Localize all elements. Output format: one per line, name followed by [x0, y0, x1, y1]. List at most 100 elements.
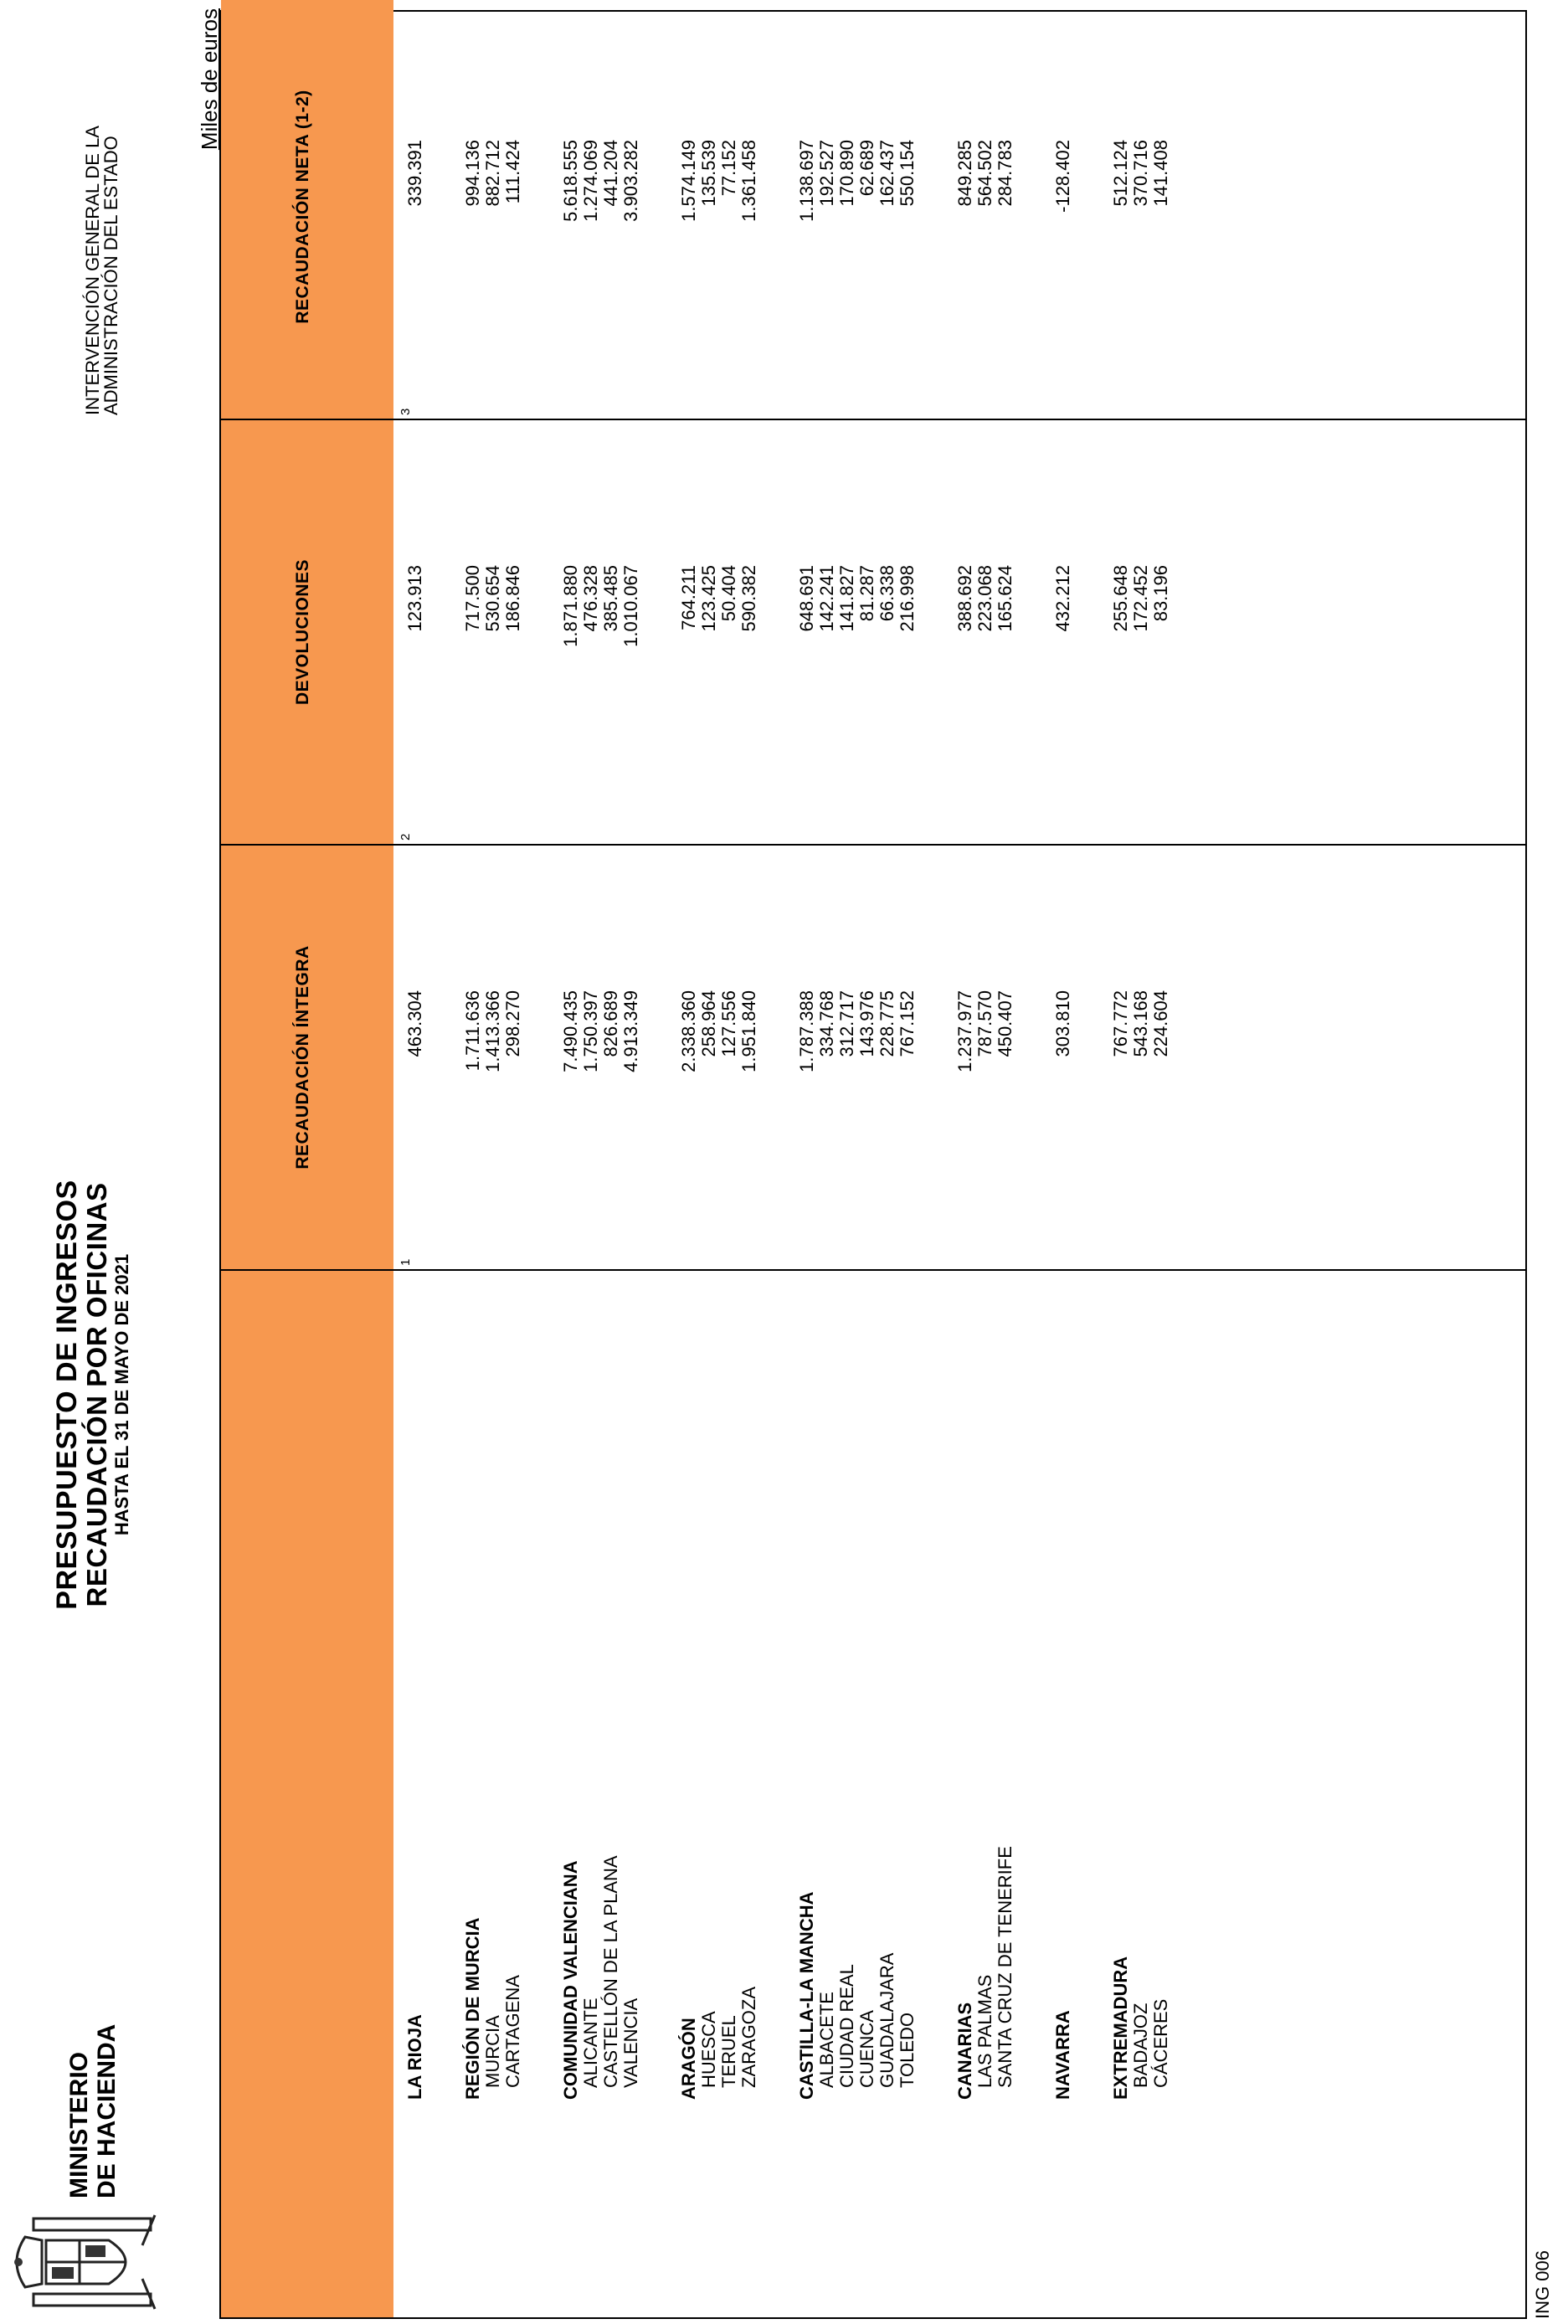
header-cell-office: [221, 1271, 393, 2317]
office-name: VALENCIA: [620, 1998, 641, 2088]
region-name: LA RIOJA: [404, 2014, 425, 2100]
net-value: 77.152: [718, 140, 739, 197]
refunds-value: 255.648: [1110, 565, 1131, 632]
region-name: ARAGÓN: [678, 2018, 699, 2100]
office-name: CARTAGENA: [502, 1975, 523, 2088]
office-name: ZARAGOZA: [738, 1986, 759, 2088]
office-name: CIUDAD REAL: [836, 1964, 857, 2088]
header-cell-net: RECAUDACIÓN NETA (1-2): [221, 0, 393, 420]
net-value: 564.502: [974, 140, 995, 207]
office-name: BADAJOZ: [1130, 2003, 1151, 2088]
document-code: ING 006: [1532, 2250, 1553, 2319]
table-row-office: CUENCA 143.976 81.287 62.689: [856, 12, 877, 2317]
header-cell-gross: RECAUDACIÓN ÍNTEGRA: [221, 846, 393, 1271]
net-value: 441.204: [600, 140, 621, 207]
net-value: 512.124: [1110, 140, 1131, 207]
table-row-region: COMUNIDAD VALENCIANA 7.490.435 1.871.880 5.…: [560, 12, 581, 2317]
office-name: TOLEDO: [897, 2012, 918, 2088]
table-row-office: GUADALAJARA 228.775 66.338 162.437: [877, 12, 897, 2317]
table-row-office: CIUDAD REAL 312.717 141.827 170.890: [836, 12, 857, 2317]
net-value: 550.154: [897, 140, 918, 207]
column-header-net: RECAUDACIÓN NETA (1-2): [293, 90, 312, 324]
row-group: EXTREMADURA 767.772 255.648 512.124 BADAJOZ 5…: [1110, 12, 1171, 2317]
net-value: 284.783: [995, 140, 1015, 207]
table-row-region: EXTREMADURA 767.772 255.648 512.124: [1110, 12, 1131, 2317]
gross-value: 143.976: [856, 990, 877, 1057]
gross-value: 228.775: [877, 990, 897, 1057]
table-row-office: LAS PALMAS 787.570 223.068 564.502: [974, 12, 995, 2317]
region-name: COMUNIDAD VALENCIANA: [560, 1860, 581, 2100]
refunds-value: 1.010.067: [620, 565, 641, 647]
office-name: LAS PALMAS: [974, 1974, 995, 2088]
row-group: CANARIAS 1.237.977 388.692 849.285 LAS PALMA…: [954, 12, 1015, 2317]
refunds-value: 50.404: [718, 565, 739, 622]
gross-value: 450.407: [995, 990, 1015, 1057]
row-group: NAVARRA 303.810 432.212 -128.402: [1052, 12, 1073, 2317]
refunds-value: 590.382: [738, 565, 759, 632]
ministry-line-1: MINISTERIO: [65, 2051, 93, 2198]
net-value: 882.712: [482, 140, 503, 207]
refunds-value: 186.846: [502, 565, 523, 632]
office-name: TERUEL: [718, 2015, 739, 2088]
net-value: -128.402: [1052, 140, 1073, 213]
table-row-office: ALICANTE 1.750.397 476.328 1.274.069: [580, 12, 601, 2317]
office-name: HUESCA: [698, 2011, 719, 2088]
gross-value: 1.951.840: [738, 990, 759, 1072]
table-row-office: MURCIA 1.413.366 530.654 882.712: [482, 12, 503, 2317]
table-row-office: ALBACETE 334.768 142.241 192.527: [816, 12, 837, 2317]
region-name: EXTREMADURA: [1110, 1956, 1131, 2100]
gross-value: 258.964: [698, 990, 719, 1057]
office-name: MURCIA: [482, 2015, 503, 2088]
table-row-region: CANARIAS 1.237.977 388.692 849.285: [954, 12, 975, 2317]
row-group: REGIÓN DE MURCIA 1.711.636 717.500 994.136 M…: [462, 12, 523, 2317]
gross-value: 312.717: [836, 990, 857, 1057]
office-name: SANTA CRUZ DE TENERIFE: [995, 1846, 1015, 2088]
refunds-value: 123.425: [698, 565, 719, 632]
refunds-value: 66.338: [877, 565, 897, 622]
report-subtitle: RECAUDACIÓN POR OFICINAS: [81, 1182, 112, 1607]
office-name: ALBACETE: [816, 1992, 837, 2088]
revenue-table: RECAUDACIÓN ÍNTEGRA DEVOLUCIONES RECAUDA…: [219, 0, 1527, 2319]
net-value: 170.890: [836, 140, 857, 207]
refunds-value: 216.998: [897, 565, 918, 632]
gross-value: 543.168: [1130, 990, 1151, 1057]
table-row-office: HUESCA 258.964 123.425 135.539: [698, 12, 719, 2317]
office-name: CÁCERES: [1150, 1998, 1171, 2088]
gross-value: 463.304: [404, 990, 425, 1057]
report-title: PRESUPUESTO DE INGRESOS: [51, 1180, 83, 1610]
refunds-value: 476.328: [580, 565, 601, 632]
net-value: 1.361.458: [738, 140, 759, 222]
column-header-gross: RECAUDACIÓN ÍNTEGRA: [293, 945, 312, 1170]
refunds-value: 1.871.880: [560, 565, 581, 647]
row-group: COMUNIDAD VALENCIANA 7.490.435 1.871.880 5.…: [560, 12, 641, 2317]
gross-value: 1.787.388: [796, 990, 817, 1072]
refunds-value: 530.654: [482, 565, 503, 632]
table-row-office: TOLEDO 767.152 216.998 550.154: [897, 12, 918, 2317]
row-group: CASTILLA-LA MANCHA 1.787.388 648.691 1.138.…: [796, 12, 918, 2317]
net-value: 162.437: [877, 140, 897, 207]
gross-value: 334.768: [816, 990, 837, 1057]
gross-value: 826.689: [600, 990, 621, 1057]
refunds-value: 764.211: [678, 565, 699, 630]
header-cell-refunds: DEVOLUCIONES: [221, 420, 393, 846]
refunds-value: 648.691: [796, 565, 817, 632]
net-value: 3.903.282: [620, 140, 641, 222]
net-value: 1.138.697: [796, 140, 817, 222]
issuing-body: INTERVENCIÓN GENERAL DE LA ADMINISTRACIÓ…: [82, 126, 121, 415]
gross-value: 1.413.366: [482, 990, 503, 1072]
refunds-value: 717.500: [462, 565, 483, 632]
table-row-office: ZARAGOZA 1.951.840 590.382 1.361.458: [738, 12, 759, 2317]
refunds-value: 81.287: [856, 565, 877, 622]
gross-value: 1.237.977: [954, 990, 975, 1072]
net-value: 111.424: [502, 140, 523, 204]
report-date: HASTA EL 31 DE MAYO DE 2021: [111, 1253, 132, 1536]
refunds-value: 123.913: [404, 565, 425, 632]
refunds-value: 388.692: [954, 565, 975, 632]
office-name: CASTELLÓN DE LA PLANA: [600, 1855, 621, 2088]
gross-value: 127.556: [718, 990, 739, 1057]
refunds-value: 83.196: [1150, 565, 1171, 622]
table-row-region: ARAGÓN 2.338.360 764.211 1.574.149: [678, 12, 699, 2317]
row-group: ARAGÓN 2.338.360 764.211 1.574.149 HUESCA 258…: [678, 12, 759, 2317]
gross-value: 7.490.435: [560, 990, 581, 1072]
